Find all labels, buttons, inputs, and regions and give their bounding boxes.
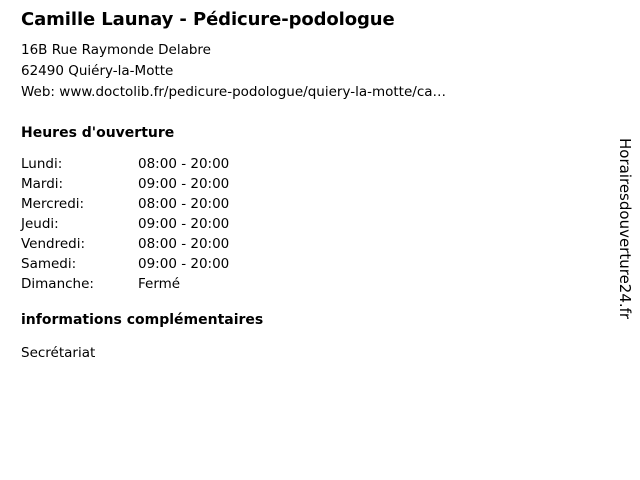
table-row: Dimanche: Fermé <box>21 274 278 294</box>
page-title: Camille Launay - Pédicure-podologue <box>21 9 395 30</box>
day-hours: 08:00 - 20:00 <box>138 156 230 172</box>
table-row: Lundi: 08:00 - 20:00 <box>21 154 278 174</box>
day-hours: 09:00 - 20:00 <box>138 176 230 192</box>
address-street: 16B Rue Raymonde Delabre <box>21 42 211 58</box>
address-block: 16B Rue Raymonde Delabre 62490 Quiéry-la… <box>21 40 446 103</box>
day-hours: 09:00 - 20:00 <box>138 256 230 272</box>
day-label: Samedi: <box>21 256 77 272</box>
site-watermark: Horairesdouverture24.fr <box>616 138 634 320</box>
table-row: Vendredi: 08:00 - 20:00 <box>21 234 278 254</box>
table-row: Jeudi: 09:00 - 20:00 <box>21 214 278 234</box>
day-hours: 08:00 - 20:00 <box>138 196 230 212</box>
address-city: 62490 Quiéry-la-Motte <box>21 63 174 79</box>
day-label: Jeudi: <box>21 216 59 232</box>
table-row: Mardi: 09:00 - 20:00 <box>21 174 278 194</box>
opening-hours-body: Lundi: 08:00 - 20:00 Mardi: 09:00 - 20:0… <box>21 154 278 294</box>
day-hours: 09:00 - 20:00 <box>138 216 230 232</box>
day-hours: 08:00 - 20:00 <box>138 236 230 252</box>
day-label: Lundi: <box>21 156 63 172</box>
day-label: Dimanche: <box>21 276 94 292</box>
table-row: Mercredi: 08:00 - 20:00 <box>21 194 278 214</box>
address-website: Web: www.doctolib.fr/pedicure-podologue/… <box>21 84 447 100</box>
additional-info-heading: informations complémentaires <box>21 312 264 328</box>
day-label: Mardi: <box>21 176 64 192</box>
day-label: Mercredi: <box>21 196 85 212</box>
additional-info-text: Secrétariat <box>21 345 96 361</box>
day-hours: Fermé <box>138 276 181 292</box>
opening-hours-table: Lundi: 08:00 - 20:00 Mardi: 09:00 - 20:0… <box>21 154 278 294</box>
table-row: Samedi: 09:00 - 20:00 <box>21 254 278 274</box>
day-label: Vendredi: <box>21 236 86 252</box>
opening-hours-heading: Heures d'ouverture <box>21 125 175 141</box>
